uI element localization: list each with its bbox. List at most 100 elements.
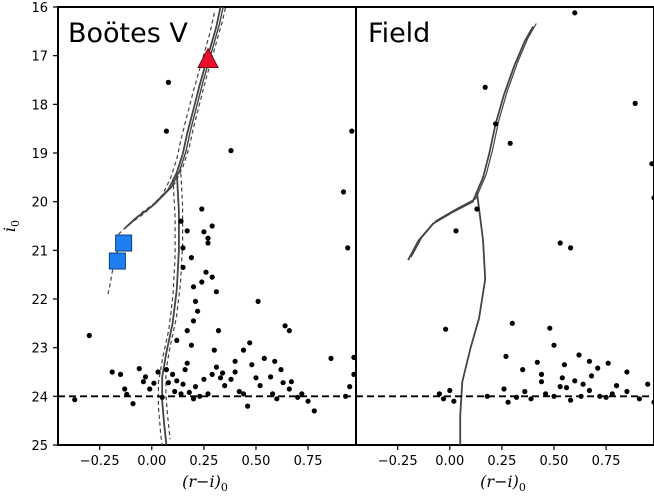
star-point [190, 318, 197, 324]
isochrone-ms [459, 191, 487, 445]
star-point [636, 396, 643, 402]
star-point [199, 206, 205, 212]
isochrone-group [107, 7, 227, 445]
star-point [572, 378, 578, 384]
member-triangle-marker [197, 47, 219, 69]
star-point [624, 388, 630, 395]
star-point [232, 358, 238, 364]
star-point [451, 398, 457, 404]
star-point [151, 380, 157, 386]
y-tick-label: 25 [31, 439, 48, 454]
star-point [184, 360, 190, 366]
star-point [215, 328, 222, 334]
star-point [632, 100, 638, 106]
star-point [586, 387, 593, 394]
panel-frame-field [355, 6, 654, 446]
star-point [213, 289, 219, 295]
star-point [178, 218, 184, 224]
x-tick-label: −0.25 [80, 454, 120, 469]
star-point [140, 379, 146, 385]
star-point [272, 358, 278, 364]
star-point [551, 342, 557, 348]
y-tick-label: 19 [31, 147, 48, 162]
star-point [182, 367, 188, 373]
star-point [651, 399, 654, 405]
star-point [188, 255, 194, 261]
star-point [155, 369, 161, 375]
star-point [295, 394, 301, 400]
star-point [257, 383, 263, 389]
isochrone-envelope-hb [107, 242, 122, 295]
star-point [117, 371, 124, 377]
star-point [249, 362, 255, 368]
star-point [286, 328, 292, 334]
x-axis-title: (r−i)0 [480, 472, 526, 494]
star-point [170, 371, 176, 377]
star-point [328, 355, 334, 361]
star-point [245, 403, 251, 409]
isochrone-envelope-rgb [117, 12, 215, 235]
star-point [299, 391, 305, 397]
star-point [453, 228, 459, 234]
star-point [174, 378, 180, 384]
star-point [551, 393, 557, 399]
star-point [86, 332, 92, 339]
star-point [576, 352, 582, 358]
star-point [72, 397, 78, 403]
star-point [278, 367, 284, 373]
star-point [195, 308, 201, 314]
star-point [192, 298, 199, 304]
star-point [597, 393, 603, 399]
star-point [651, 195, 654, 201]
panel-title-bootes: Boötes V [68, 18, 188, 49]
star-point [568, 245, 574, 251]
star-point [509, 320, 515, 326]
x-tick-label: 0.25 [487, 454, 516, 469]
star-point [142, 374, 149, 380]
star-point [213, 364, 219, 370]
star-point [190, 396, 197, 402]
star-point [580, 381, 586, 387]
star-point [645, 381, 651, 387]
y-tick-label: 21 [31, 244, 48, 259]
star-point [507, 140, 513, 146]
star-point [340, 189, 347, 195]
x-tick-label: 0.75 [592, 454, 621, 469]
panel-title-field: Field [368, 18, 430, 49]
y-tick-label: 23 [31, 342, 48, 357]
star-point [482, 84, 488, 90]
star-point [136, 366, 142, 372]
star-point [520, 367, 526, 373]
star-point [538, 371, 545, 377]
star-point [180, 381, 186, 387]
star-point [240, 391, 247, 397]
star-point [174, 337, 180, 343]
panel-bootes: −0.25 0.00 0.25 0.50 0.75(r−i)01617181920212… [0, 1, 357, 494]
star-point [561, 362, 568, 368]
star-point [220, 370, 226, 376]
star-point [255, 298, 261, 304]
star-point [180, 245, 186, 251]
star-point [447, 387, 453, 394]
star-point [474, 206, 480, 212]
star-point [603, 394, 609, 400]
star-point [605, 360, 611, 366]
star-point [586, 358, 593, 364]
star-point [209, 223, 215, 229]
star-point [505, 399, 511, 405]
star-point [203, 269, 209, 275]
star-point [124, 391, 130, 397]
star-point [253, 375, 259, 381]
star-point [563, 385, 570, 391]
member-square-marker [108, 252, 126, 270]
isochrone-rgb-alt [410, 23, 537, 258]
star-point [282, 323, 288, 329]
star-point [172, 388, 178, 395]
star-point [147, 386, 153, 392]
y-tick-label: 18 [31, 98, 48, 113]
star-point [188, 342, 194, 348]
panel-frame-bootes [57, 6, 357, 446]
star-point [165, 79, 171, 85]
star-point [268, 374, 274, 380]
isochrone-envelope-ms [157, 178, 176, 445]
